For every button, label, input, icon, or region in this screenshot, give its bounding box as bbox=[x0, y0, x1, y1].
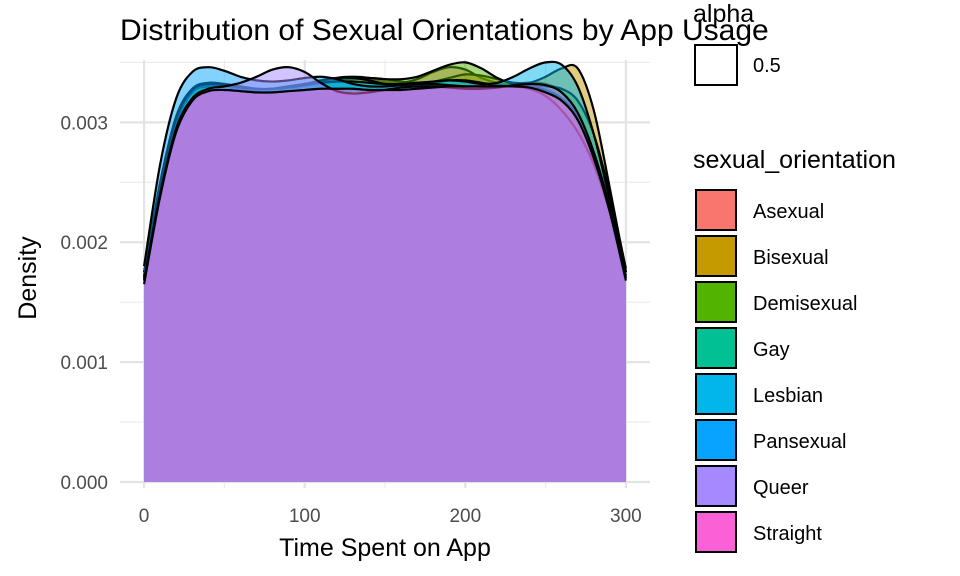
alpha-legend-title: alpha bbox=[693, 0, 754, 28]
x-axis-ticks: 0 100 200 300 bbox=[139, 506, 642, 527]
chart-title: Distribution of Sexual Orientations by A… bbox=[120, 14, 769, 47]
x-tick-label: 200 bbox=[449, 506, 481, 527]
alpha-legend: alpha 0.5 bbox=[693, 0, 781, 86]
legend-key-bisexual bbox=[695, 235, 737, 277]
orientation-legend-items: Asexual Bisexual Demisexual Gay Lesbian Panse… bbox=[695, 189, 857, 553]
x-tick-label: 0 bbox=[139, 506, 150, 527]
orientation-legend: sexual_orientation Asexual Bisexual Demise… bbox=[693, 146, 896, 553]
orientation-legend-title: sexual_orientation bbox=[693, 146, 896, 174]
x-axis-title: Time Spent on App bbox=[279, 534, 491, 562]
alpha-legend-label: 0.5 bbox=[753, 55, 781, 77]
y-axis-ticks: 0.000 0.001 0.002 0.003 bbox=[60, 113, 108, 494]
legend-label-asexual: Asexual bbox=[753, 201, 824, 223]
legend-key-lesbian bbox=[695, 373, 737, 415]
y-tick-label: 0.003 bbox=[60, 113, 108, 134]
y-axis-title: Density bbox=[14, 236, 42, 320]
legend-key-gay bbox=[695, 327, 737, 369]
density-area-straight bbox=[144, 86, 626, 483]
legend-key-asexual bbox=[695, 189, 737, 231]
legend-label-lesbian: Lesbian bbox=[753, 385, 823, 407]
x-tick-label: 300 bbox=[610, 506, 642, 527]
y-tick-label: 0.000 bbox=[60, 473, 108, 494]
y-tick-label: 0.001 bbox=[60, 353, 108, 374]
density-outline-straight bbox=[143, 85, 627, 285]
legend-label-gay: Gay bbox=[753, 339, 790, 361]
legend-key-queer bbox=[695, 465, 737, 507]
legend-label-straight: Straight bbox=[753, 523, 822, 545]
x-tick-label: 100 bbox=[289, 506, 321, 527]
legend-key-demisexual bbox=[695, 281, 737, 323]
legend-key-straight bbox=[695, 511, 737, 553]
alpha-legend-key bbox=[694, 44, 738, 86]
legend-label-bisexual: Bisexual bbox=[753, 247, 829, 269]
legend-label-queer: Queer bbox=[753, 477, 809, 499]
legend-label-pansexual: Pansexual bbox=[753, 431, 846, 453]
legend-key-pansexual bbox=[695, 419, 737, 461]
legend-label-demisexual: Demisexual bbox=[753, 293, 857, 315]
y-tick-label: 0.002 bbox=[60, 233, 108, 254]
density-areas bbox=[143, 60, 627, 483]
